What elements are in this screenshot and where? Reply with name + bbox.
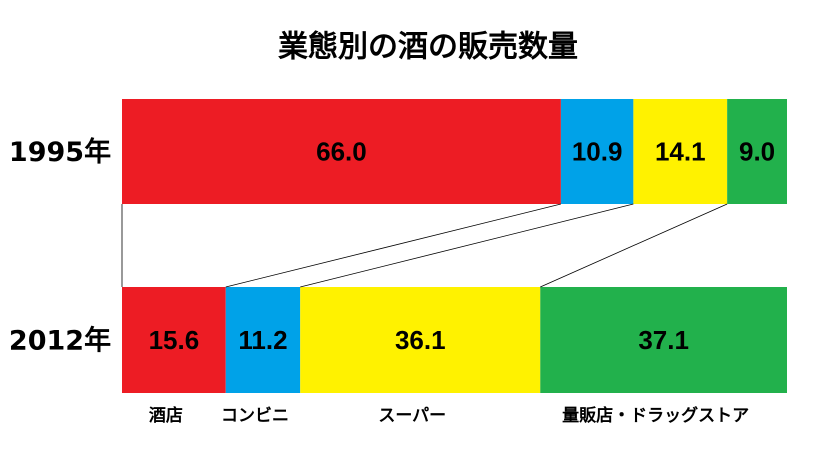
value-label: 14.1 (655, 136, 706, 166)
bar-segment (122, 99, 561, 204)
legend-label: 酒店 (149, 405, 183, 426)
value-label: 36.1 (395, 325, 446, 355)
bar-segment (540, 287, 787, 393)
category-label: 2012年 (9, 325, 111, 357)
value-label: 10.9 (572, 136, 623, 166)
connector (225, 203, 561, 288)
bar-segment (300, 287, 541, 393)
category-label: 1995年 (9, 136, 111, 168)
value-label: 37.1 (638, 325, 689, 355)
legend-label: スーパー (378, 406, 446, 426)
bar-segment (225, 287, 301, 393)
legend-label: コンビニ (221, 406, 289, 426)
connector (540, 203, 728, 288)
bar-segment (633, 99, 728, 204)
value-label: 66.0 (316, 136, 367, 166)
legend-label: 量販店・ドラッグストア (562, 405, 749, 426)
value-label: 11.2 (238, 325, 287, 355)
chart-title: 業態別の酒の販売数量 (278, 30, 578, 65)
bar-segment (122, 287, 226, 393)
value-label: 9.0 (739, 136, 775, 166)
value-label: 15.6 (149, 325, 200, 355)
connector (300, 203, 634, 288)
bar-segment (560, 99, 634, 204)
bar-segment (727, 99, 787, 204)
